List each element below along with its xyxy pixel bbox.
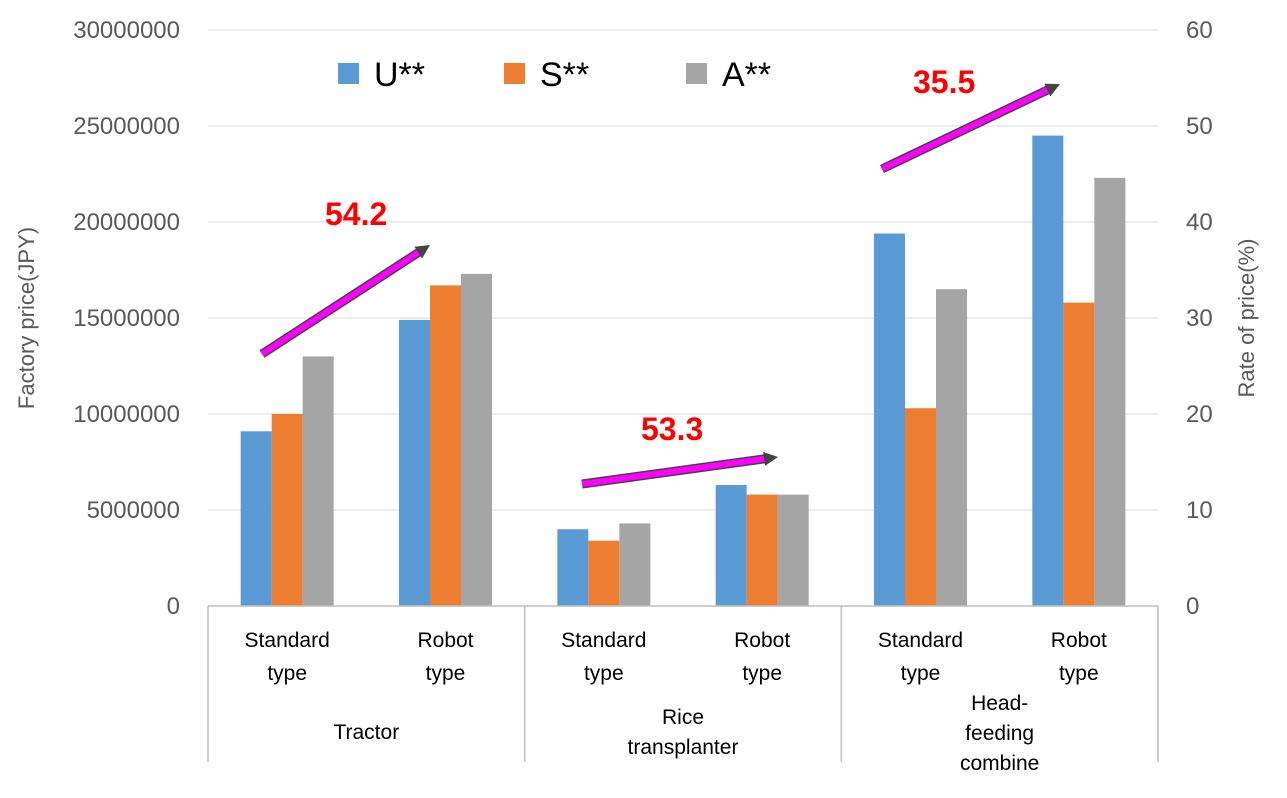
bar-3-6 xyxy=(1094,177,1126,606)
y-axis-left-label: Factory price(JPY) xyxy=(14,227,39,409)
subcategory-label: type xyxy=(584,662,624,685)
y-left-tick-label: 20000000 xyxy=(73,209,180,236)
bar-2-6 xyxy=(1063,302,1095,606)
bar-1-6 xyxy=(1032,135,1064,606)
legend-label-2: S** xyxy=(540,56,589,94)
group-label: feeding xyxy=(965,722,1034,745)
bar-2-5 xyxy=(905,408,936,606)
group-label: Rice xyxy=(662,706,704,729)
right-axis-ticks: 0 10 20 30 40 50 60 xyxy=(1186,17,1213,620)
bar-3-1 xyxy=(302,356,334,606)
category-labels: Standard type Robot type Tractor Standard type… xyxy=(245,629,1107,775)
bar-1-2 xyxy=(399,319,430,606)
y-left-tick-label: 15000000 xyxy=(73,305,180,332)
group-label: Tractor xyxy=(333,721,399,744)
subcategory-label: Robot xyxy=(734,629,790,652)
bar-3-5 xyxy=(936,289,967,606)
y-right-tick-label: 20 xyxy=(1186,401,1213,428)
bar-1-4 xyxy=(715,485,747,606)
subcategory-label: Standard xyxy=(245,629,330,652)
legend-swatch-3 xyxy=(686,63,707,84)
group-label: transplanter xyxy=(628,736,739,759)
y-right-tick-label: 50 xyxy=(1186,113,1213,140)
subcategory-label: type xyxy=(267,662,307,685)
subcategory-label: Standard xyxy=(561,629,646,652)
legend: U** S** A** xyxy=(338,56,771,94)
bar-3-4 xyxy=(777,494,809,606)
y-right-tick-label: 40 xyxy=(1186,209,1213,236)
subcategory-label: Robot xyxy=(417,629,473,652)
subcategory-label: type xyxy=(1059,662,1099,685)
subcategory-label: type xyxy=(426,662,466,685)
bar-3-2 xyxy=(461,273,492,606)
group-label: Head- xyxy=(971,692,1028,715)
bar-1-1 xyxy=(240,431,272,606)
bar-1-3 xyxy=(557,529,589,606)
subcategory-label: type xyxy=(742,662,782,685)
annotation-1: 54.2 xyxy=(325,196,387,232)
subcategory-label: type xyxy=(901,662,941,685)
bars xyxy=(240,135,1126,606)
bar-2-1 xyxy=(271,414,303,606)
bar-3-3 xyxy=(619,523,651,606)
annotation-3: 35.5 xyxy=(913,64,975,100)
y-axis-right-label: Rate of price(%) xyxy=(1234,239,1259,398)
annotations: 54.2 53.3 35.5 xyxy=(325,64,975,447)
trend-arrow-3 xyxy=(880,83,1060,174)
bar-1-5 xyxy=(874,233,905,606)
legend-swatch-1 xyxy=(338,63,359,84)
gridlines xyxy=(208,29,1158,511)
y-left-tick-label: 30000000 xyxy=(73,17,180,44)
y-left-tick-label: 10000000 xyxy=(73,401,180,428)
y-left-tick-label: 5000000 xyxy=(87,497,180,524)
subcategory-label: Robot xyxy=(1051,629,1107,652)
left-axis-ticks: 0 5000000 10000000 15000000 20000000 25000000… xyxy=(73,17,180,620)
subcategory-label: Standard xyxy=(878,629,963,652)
axes xyxy=(207,605,1159,762)
bar-2-3 xyxy=(588,540,620,606)
bar-2-4 xyxy=(746,494,778,606)
legend-label-3: A** xyxy=(722,56,771,94)
legend-swatch-2 xyxy=(504,63,525,84)
trend-arrow-1 xyxy=(259,245,430,358)
trend-arrows xyxy=(259,83,1060,489)
y-left-tick-label: 0 xyxy=(167,593,180,620)
y-right-tick-label: 10 xyxy=(1186,497,1213,524)
group-label: combine xyxy=(960,752,1039,775)
y-right-tick-label: 0 xyxy=(1186,593,1199,620)
annotation-2: 53.3 xyxy=(641,411,703,447)
y-left-tick-label: 25000000 xyxy=(73,113,180,140)
y-right-tick-label: 60 xyxy=(1186,17,1213,44)
bar-2-2 xyxy=(430,285,461,606)
legend-label-1: U** xyxy=(374,56,425,94)
y-right-tick-label: 30 xyxy=(1186,305,1213,332)
trend-arrow-2 xyxy=(581,451,778,489)
